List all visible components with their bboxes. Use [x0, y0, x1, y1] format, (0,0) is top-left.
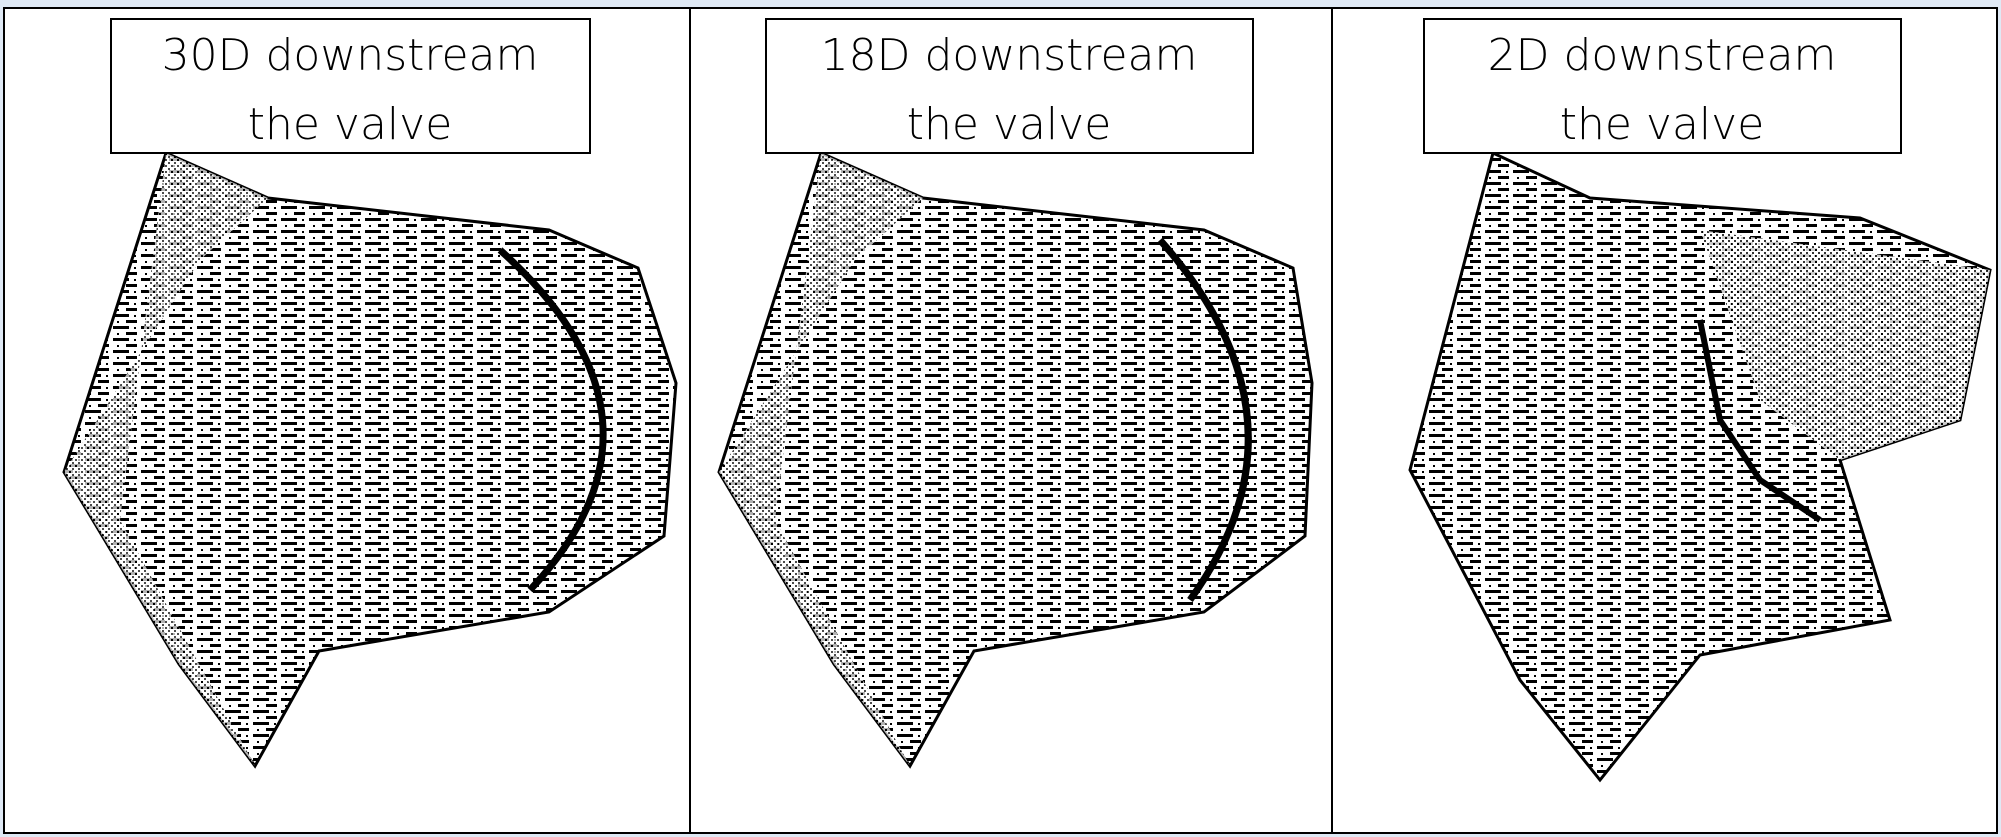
panel-label: 18D downstream — [821, 30, 1198, 81]
panel-label: 30D downstream — [162, 30, 539, 81]
panel-label: the valve — [1560, 99, 1765, 150]
figure: 30D downstream the valve 18D downstream … — [0, 0, 2001, 837]
panel-label: 2D downstream — [1488, 30, 1837, 81]
page: {"panels": [ {"label": ["30D downstream"… — [0, 0, 2001, 837]
panel-label: the valve — [248, 99, 453, 150]
panel-label: the valve — [907, 99, 1112, 150]
